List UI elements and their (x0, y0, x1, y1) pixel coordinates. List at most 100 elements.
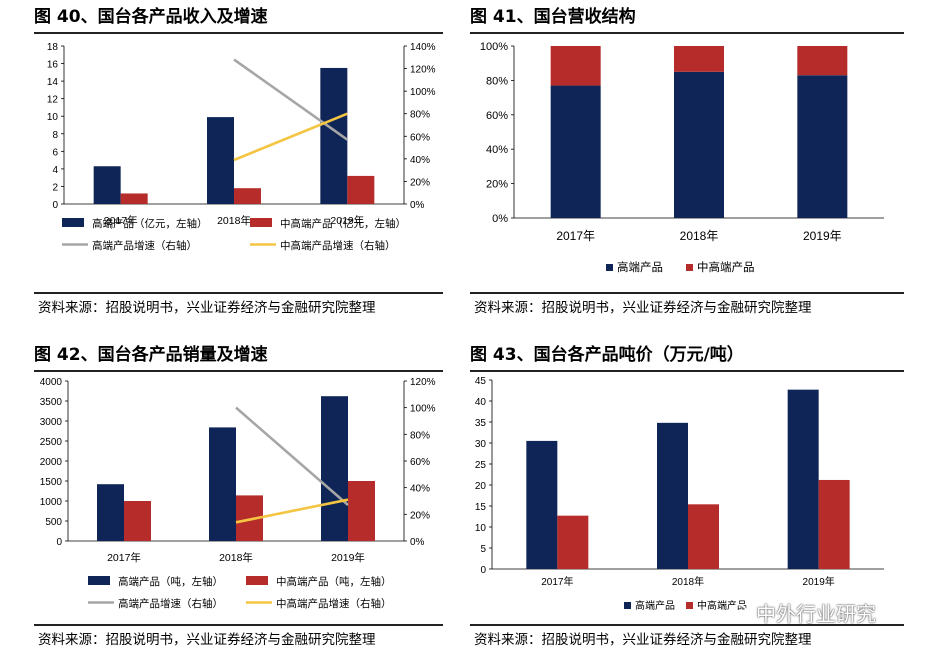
source-note: 资料来源：招股说明书，兴业证券经济与金融研究院整理 (38, 300, 376, 316)
legend-swatch (686, 264, 693, 271)
bar (93, 166, 121, 204)
source-rule (470, 624, 904, 626)
bar-segment (550, 46, 601, 86)
y-tick-label-left: 4 (52, 165, 58, 176)
title-rule (470, 32, 904, 34)
x-tick-label: 2017年 (107, 551, 141, 564)
x-tick-label: 2019年 (330, 214, 364, 227)
series-line (233, 58, 349, 141)
legend-swatch (606, 264, 613, 271)
chart-title: 图 40、国台各产品收入及增速 (34, 7, 268, 27)
chart-title: 图 41、国台营收结构 (470, 7, 636, 27)
legend-label: 高端产品增速（右轴） (92, 239, 197, 252)
bar (347, 175, 375, 204)
y-tick-label-left: 6 (52, 147, 58, 158)
y-tick-label-right: 20% (410, 177, 430, 188)
y-tick-label: 0% (492, 213, 508, 225)
y-tick-label: 40% (486, 144, 508, 156)
bar-segment (797, 46, 848, 76)
y-tick-label: 5 (480, 544, 486, 555)
y-tick-label-right: 120% (410, 65, 436, 76)
y-tick-label-left: 4000 (40, 377, 63, 388)
legend-label: 中高端产品 (697, 599, 747, 612)
legend-label: 高端产品（吨，左轴） (118, 575, 223, 588)
title-rule (34, 32, 443, 34)
bar (207, 117, 234, 204)
y-tick-label: 30 (475, 439, 487, 450)
legend-label: 中高端产品增速（右轴） (280, 239, 396, 252)
legend-swatch (686, 602, 693, 609)
legend-swatch (250, 218, 272, 227)
y-tick-label: 25 (475, 460, 487, 471)
legend-label: 中高端产品（吨，左轴） (276, 575, 392, 588)
bar-segment (797, 75, 848, 218)
source-note: 资料来源：招股说明书，兴业证券经济与金融研究院整理 (474, 632, 812, 648)
y-tick-label-right: 100% (410, 404, 436, 415)
y-tick-label-left: 1500 (40, 477, 63, 488)
y-tick-label: 60% (486, 110, 508, 122)
y-tick-label-left: 2000 (40, 457, 63, 468)
y-tick-label-right: 0% (410, 200, 425, 211)
y-tick-label: 15 (475, 502, 487, 513)
legend-label: 高端产品（亿元，左轴） (92, 217, 208, 230)
y-tick-label: 20 (475, 481, 487, 492)
source-rule (470, 292, 904, 294)
panel-fig40: 图 40、国台各产品收入及增速 0 2 4 6 8 10 12 14 16 18 0% 20% 40% 6… (34, 6, 443, 316)
y-tick-label-left: 3500 (40, 397, 63, 408)
x-tick-label: 2019年 (331, 551, 365, 564)
series-line (235, 406, 349, 506)
bar (787, 389, 819, 569)
y-tick-label-right: 140% (410, 42, 436, 53)
x-tick-label: 2018年 (219, 551, 253, 564)
legend-swatch (62, 218, 84, 227)
y-tick-label-right: 20% (410, 510, 430, 521)
x-tick-label: 2017年 (541, 575, 573, 588)
x-tick-label: 2018年 (672, 575, 704, 588)
y-tick-label-right: 80% (410, 110, 430, 121)
panel-fig42: 图 42、国台各产品销量及增速 0 500 1000 1500 2000 2500 3000… (34, 344, 443, 650)
bar (234, 188, 261, 204)
series-line (235, 498, 349, 524)
legend-label: 中高端产品（亿元，左轴） (280, 217, 406, 230)
bar (688, 504, 719, 569)
y-tick-label: 80% (486, 75, 508, 87)
y-tick-label-left: 12 (47, 95, 59, 106)
y-tick-label-left: 3000 (40, 417, 63, 428)
y-tick-label: 40 (475, 397, 487, 408)
chart-title: 图 42、国台各产品销量及增速 (34, 345, 268, 365)
x-tick-label: 2019年 (803, 575, 835, 588)
y-tick-label-left: 0 (52, 200, 58, 211)
bar-segment (674, 46, 724, 72)
panel-fig41: 图 41、国台营收结构 0% 20% 40% 60% 80% 100% 2017年 2018年… (470, 6, 904, 316)
y-tick-label: 35 (475, 418, 487, 429)
legend-swatch (246, 576, 268, 585)
bar (818, 479, 850, 569)
series-line (233, 112, 348, 162)
chart-title: 图 43、国台各产品吨价（万元/吨） (470, 345, 744, 365)
source-note: 资料来源：招股说明书，兴业证券经济与金融研究院整理 (38, 632, 376, 648)
y-tick-label-left: 10 (47, 112, 59, 123)
x-tick-label: 2018年 (217, 214, 251, 227)
y-tick-label-right: 100% (410, 87, 436, 98)
y-tick-label-left: 8 (52, 130, 58, 141)
title-rule (34, 370, 443, 372)
bar (209, 427, 236, 541)
bar (120, 193, 148, 204)
y-tick-label-left: 16 (47, 60, 59, 71)
y-tick-label-left: 2500 (40, 437, 63, 448)
y-tick-label-left: 18 (47, 42, 59, 53)
source-note: 资料来源：招股说明书，兴业证券经济与金融研究院整理 (474, 300, 812, 316)
chart-fig40: 0 2 4 6 8 10 12 14 16 18 0% 20% 40% 60% 80% 100% 120% 140… (47, 42, 436, 252)
bar (321, 396, 348, 541)
bar (348, 481, 375, 541)
y-tick-label: 20% (486, 179, 508, 191)
panel-fig43: 图 43、国台各产品吨价（万元/吨） 0 5 10 15 20 25 30 35 40 45 201… (470, 344, 904, 650)
watermark: 中外行业研究 (730, 598, 876, 627)
bar (124, 501, 151, 541)
y-tick-label-left: 500 (45, 517, 62, 528)
x-tick-label: 2018年 (680, 229, 719, 243)
y-tick-label: 10 (475, 523, 487, 534)
y-tick-label-right: 60% (410, 457, 430, 468)
